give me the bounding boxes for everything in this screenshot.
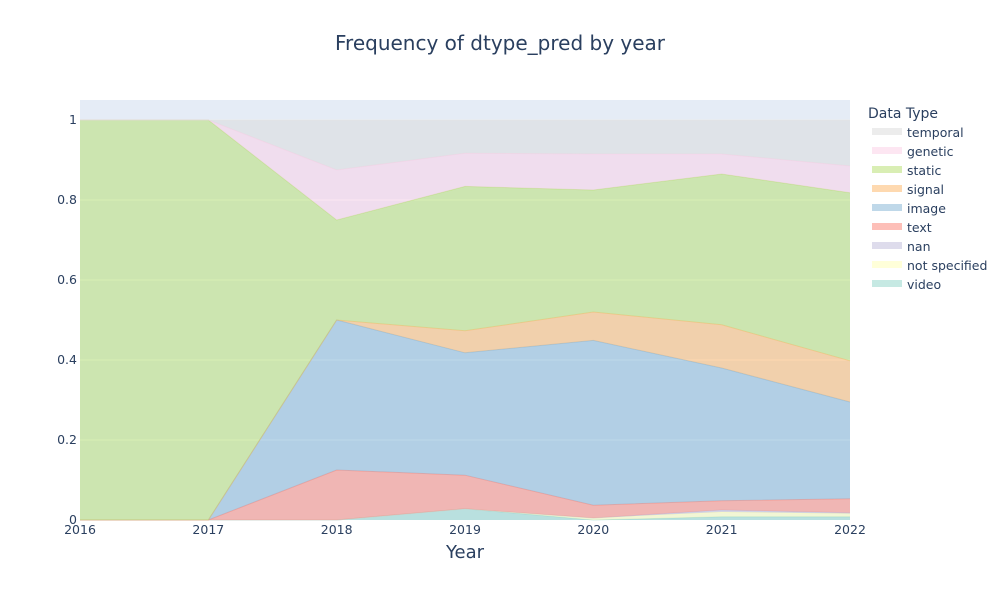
legend-title: Data Type <box>868 106 938 122</box>
y-axis-ticks: 0 0.2 0.4 0.6 0.8 1 <box>57 112 77 527</box>
legend-label-temporal: temporal <box>907 125 964 140</box>
legend-label-image: image <box>907 201 946 216</box>
x-tick-label: 2022 <box>834 522 866 537</box>
y-tick-label: 0 <box>69 512 77 527</box>
chart-title: Frequency of dtype_pred by year <box>335 31 666 55</box>
y-tick-label: 0.2 <box>57 432 77 447</box>
legend: Data Type temporal genetic static signal ima… <box>868 106 987 292</box>
legend-label-static: static <box>907 163 941 178</box>
legend-swatch-image <box>872 204 902 211</box>
y-tick-label: 0.4 <box>57 352 77 367</box>
y-tick-label: 0.8 <box>57 192 77 207</box>
area-series <box>80 119 851 521</box>
legend-swatch-text <box>872 223 902 230</box>
x-tick-label: 2017 <box>192 522 224 537</box>
x-axis-ticks: 2016 2017 2018 2019 2020 2021 2022 <box>64 522 866 537</box>
y-tick-label: 1 <box>69 112 77 127</box>
area-static <box>80 120 850 520</box>
legend-swatch-video <box>872 280 902 287</box>
legend-label-not-specified: not specified <box>907 258 987 273</box>
legend-swatch-temporal <box>872 128 902 135</box>
legend-label-video: video <box>907 277 941 292</box>
x-axis-title: Year <box>445 542 485 563</box>
legend-swatch-genetic <box>872 147 902 154</box>
area-genetic <box>80 120 850 220</box>
area-not-specified <box>80 508 850 520</box>
x-tick-label: 2018 <box>321 522 353 537</box>
legend-label-genetic: genetic <box>907 144 954 159</box>
legend-label-text: text <box>907 220 932 235</box>
area-video <box>80 508 850 520</box>
area-image <box>80 320 850 520</box>
legend-swatch-static <box>872 166 902 173</box>
legend-label-signal: signal <box>907 182 944 197</box>
legend-swatch-nan <box>872 242 902 249</box>
legend-label-nan: nan <box>907 239 931 254</box>
area-temporal <box>80 120 850 170</box>
legend-swatch-signal <box>872 185 902 192</box>
legend-swatch-not-specified <box>872 261 902 268</box>
area-text <box>80 470 850 520</box>
x-tick-label: 2016 <box>64 522 96 537</box>
x-tick-label: 2019 <box>449 522 481 537</box>
x-tick-label: 2020 <box>577 522 609 537</box>
x-tick-label: 2021 <box>706 522 738 537</box>
y-tick-label: 0.6 <box>57 272 77 287</box>
